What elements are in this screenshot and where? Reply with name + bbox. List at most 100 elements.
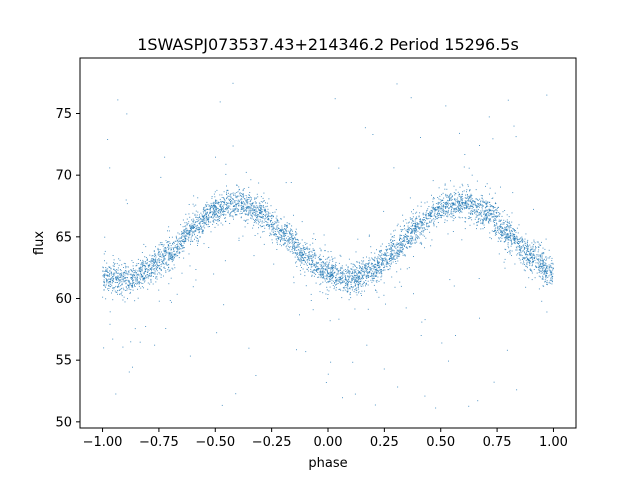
data-point	[199, 236, 201, 238]
data-point	[543, 252, 545, 254]
data-point	[477, 204, 479, 206]
data-point	[146, 263, 148, 265]
data-point	[402, 243, 404, 245]
data-point	[404, 225, 405, 226]
data-point	[421, 243, 423, 245]
data-point	[359, 265, 361, 267]
data-point	[421, 225, 423, 226]
data-point	[309, 248, 311, 250]
data-point	[438, 214, 440, 216]
data-point	[379, 255, 381, 257]
data-point	[184, 237, 186, 239]
data-point	[172, 268, 174, 270]
data-point	[541, 256, 543, 258]
data-point	[138, 282, 140, 284]
data-point	[259, 209, 261, 211]
data-point	[353, 270, 355, 272]
data-point	[373, 268, 375, 270]
data-point	[450, 206, 452, 208]
data-point	[412, 228, 414, 230]
data-point	[106, 270, 108, 272]
data-point	[136, 265, 138, 266]
data-point	[269, 232, 271, 234]
data-point	[358, 267, 360, 269]
data-point	[104, 285, 106, 287]
data-point	[409, 197, 411, 199]
data-point	[446, 211, 447, 213]
data-point	[417, 226, 419, 228]
data-point	[471, 208, 473, 210]
data-point	[534, 259, 536, 261]
data-point	[432, 211, 434, 213]
data-point	[238, 208, 239, 210]
data-point	[445, 212, 447, 214]
data-point	[377, 262, 379, 264]
data-point	[122, 273, 124, 275]
data-point	[232, 215, 234, 217]
data-point	[466, 191, 467, 193]
data-point	[233, 208, 235, 210]
data-point	[322, 292, 324, 294]
data-point	[389, 265, 391, 267]
data-point	[387, 252, 389, 254]
data-point	[120, 270, 122, 272]
data-point	[356, 273, 358, 275]
data-point	[196, 235, 198, 236]
data-point	[552, 267, 554, 269]
data-point	[136, 272, 137, 274]
data-point	[318, 255, 320, 257]
data-point	[413, 209, 414, 211]
data-point	[471, 202, 473, 204]
data-point	[508, 216, 510, 218]
data-point	[409, 240, 411, 242]
data-point	[544, 281, 546, 283]
data-point	[188, 221, 190, 223]
data-point	[480, 194, 482, 196]
data-point	[156, 276, 158, 278]
data-point	[302, 268, 304, 270]
data-point	[210, 206, 212, 208]
data-point	[304, 248, 306, 250]
data-point	[335, 263, 336, 265]
data-point	[207, 204, 209, 206]
data-point	[235, 196, 237, 198]
data-point	[303, 259, 305, 261]
data-point	[474, 204, 476, 206]
data-point	[212, 217, 214, 219]
data-point	[117, 99, 119, 101]
data-point	[323, 234, 325, 236]
data-point	[216, 202, 218, 204]
data-point	[530, 249, 532, 251]
data-point	[482, 195, 483, 197]
data-point	[213, 201, 215, 203]
data-point	[494, 228, 496, 230]
data-point	[415, 231, 417, 233]
data-point	[143, 279, 145, 281]
data-point	[146, 258, 148, 260]
data-point	[168, 255, 170, 257]
data-point	[261, 209, 263, 210]
data-point	[158, 252, 160, 254]
data-point	[146, 274, 148, 275]
data-point	[258, 182, 260, 184]
data-point	[542, 267, 544, 269]
data-point	[212, 214, 214, 215]
data-point	[170, 277, 172, 279]
data-point	[542, 278, 544, 280]
data-point	[352, 286, 354, 288]
data-point	[507, 242, 509, 244]
data-point	[389, 260, 391, 262]
data-point	[549, 274, 551, 276]
data-point	[183, 241, 185, 243]
data-point	[341, 277, 343, 279]
data-point	[522, 245, 524, 247]
data-point	[116, 269, 118, 271]
data-point	[158, 300, 160, 302]
data-point	[206, 212, 208, 213]
data-point	[156, 270, 158, 272]
data-point	[345, 282, 346, 284]
data-point	[348, 258, 350, 260]
data-point	[438, 206, 440, 208]
data-point	[332, 265, 334, 266]
data-point	[172, 243, 174, 245]
